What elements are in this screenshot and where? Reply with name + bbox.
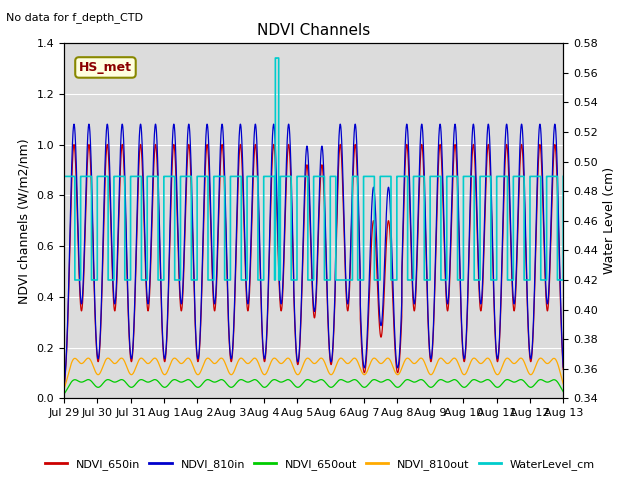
- Text: HS_met: HS_met: [79, 61, 132, 74]
- Title: NDVI Channels: NDVI Channels: [257, 23, 370, 38]
- Y-axis label: Water Level (cm): Water Level (cm): [604, 167, 616, 275]
- Legend: NDVI_650in, NDVI_810in, NDVI_650out, NDVI_810out, WaterLevel_cm: NDVI_650in, NDVI_810in, NDVI_650out, NDV…: [40, 455, 600, 474]
- Text: No data for f_depth_CTD: No data for f_depth_CTD: [6, 12, 143, 23]
- Y-axis label: NDVI channels (W/m2/nm): NDVI channels (W/m2/nm): [18, 138, 31, 304]
